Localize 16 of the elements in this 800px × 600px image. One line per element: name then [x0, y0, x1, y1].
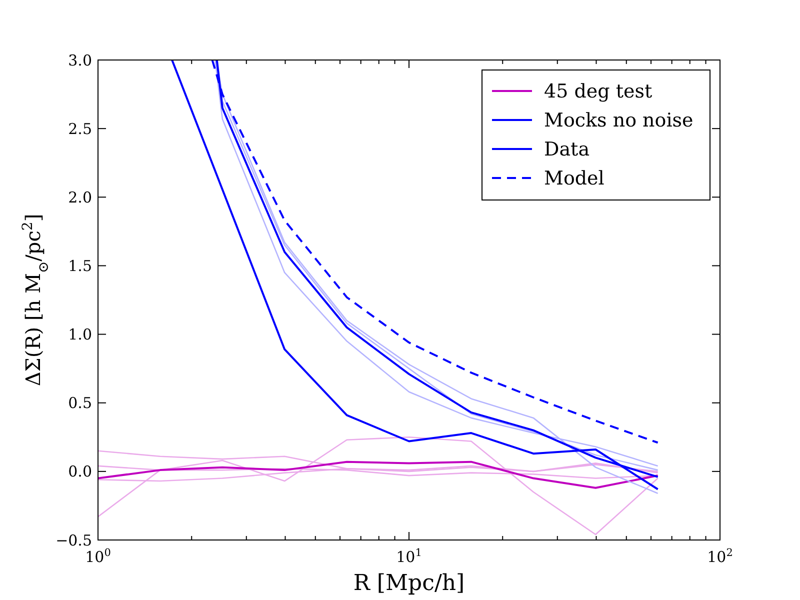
y-tick-label: −0.5 [56, 531, 92, 550]
x-tick-label: 10$^{2}$ [707, 547, 733, 566]
legend-label: 45 deg test [544, 80, 652, 103]
legend-label: Mocks no noise [544, 110, 694, 132]
x-axis-title: R [Mpc/h] [353, 571, 465, 596]
y-tick-label: 1.0 [68, 326, 92, 344]
y-tick-label: 0.0 [68, 462, 92, 481]
y-tick-label: 1.5 [68, 256, 92, 275]
y-tick-label: 2.5 [68, 120, 92, 138]
x-tick-label: 10$^{0}$ [85, 547, 111, 566]
y-tick-label: 3.0 [68, 51, 92, 70]
legend-label: Data [544, 138, 590, 161]
y-tick-label: 0.5 [68, 394, 92, 412]
x-tick-label: 10$^{1}$ [396, 547, 422, 566]
y-tick-label: 2.0 [68, 188, 92, 206]
legend-label: Model [544, 168, 604, 190]
